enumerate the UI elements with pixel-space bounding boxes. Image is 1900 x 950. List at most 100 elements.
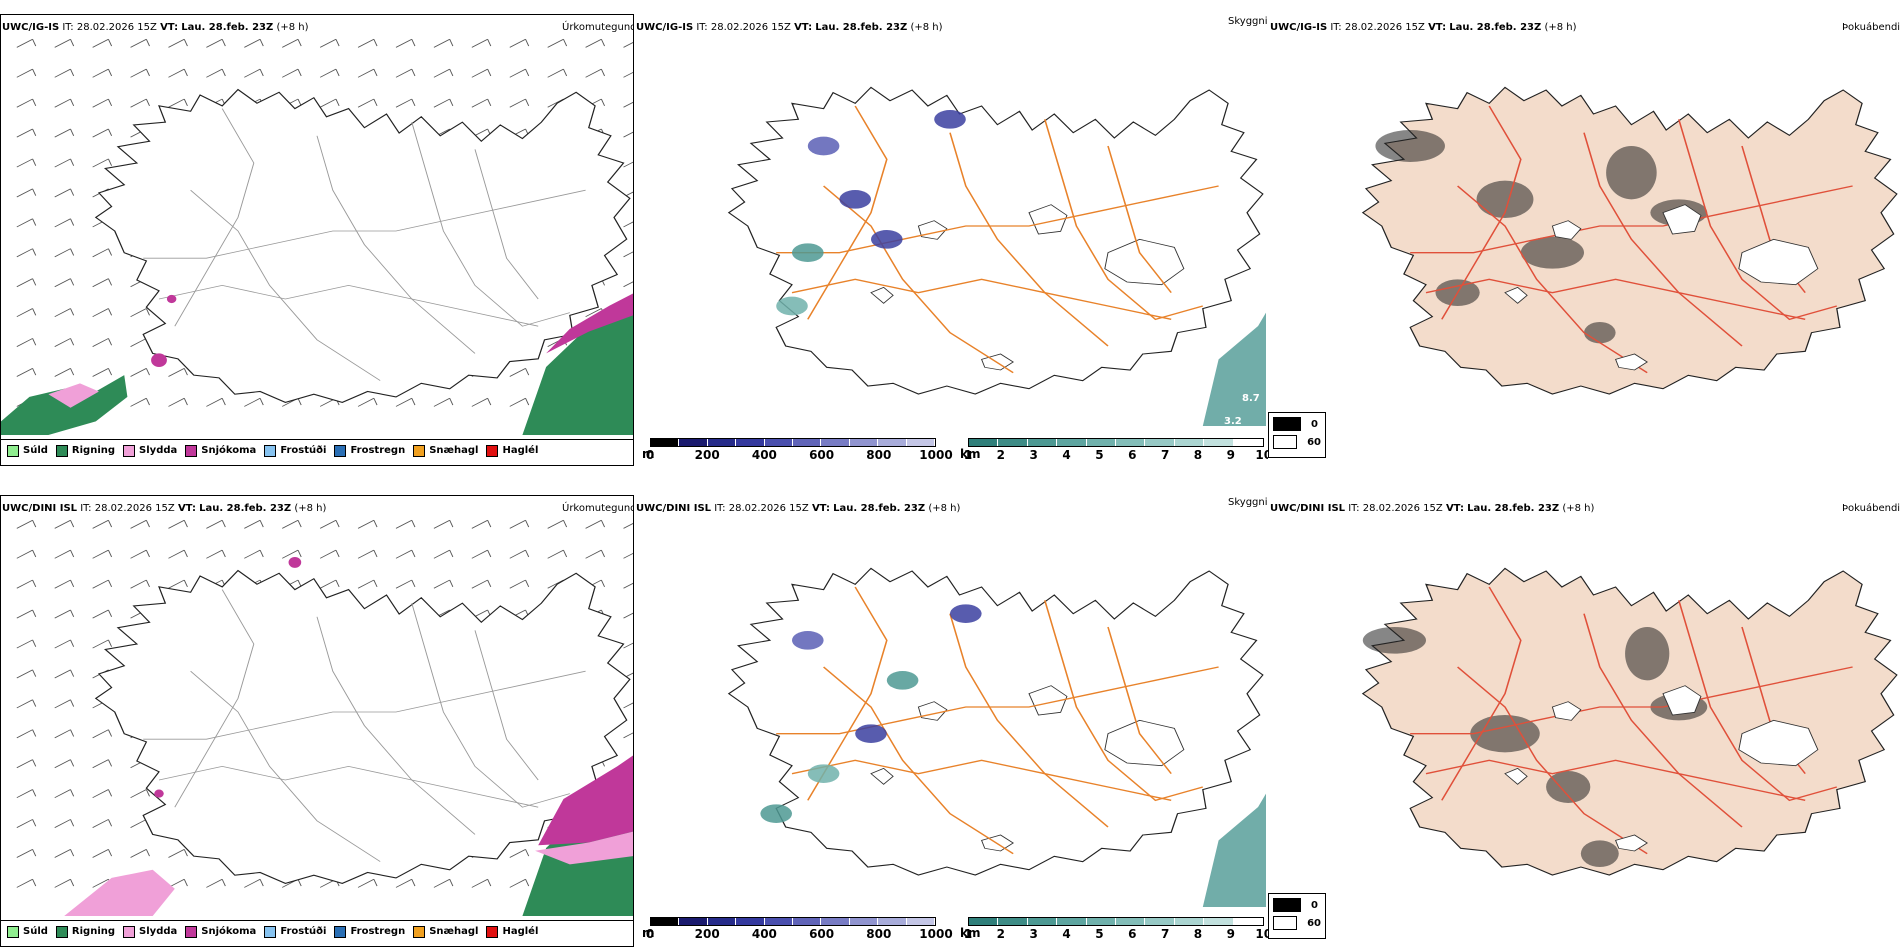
road-line xyxy=(1044,600,1204,802)
wind-barb-icon xyxy=(16,98,37,108)
road-line xyxy=(949,132,1109,347)
wind-barb-icon xyxy=(54,609,75,619)
wind-barb-icon xyxy=(206,397,226,407)
road-line xyxy=(158,284,539,327)
road-line xyxy=(776,185,1219,254)
road-line xyxy=(411,122,570,327)
legend-swatch xyxy=(334,444,347,457)
glacier-outline xyxy=(1028,204,1068,235)
road-line xyxy=(190,670,381,862)
wind-barb-icon xyxy=(16,38,37,48)
wind-barb-icon xyxy=(92,278,113,288)
wind-barb-icon xyxy=(471,549,492,559)
wind-barb-icon xyxy=(92,549,113,559)
colorbar-tick: 4 xyxy=(1062,927,1071,941)
road-line xyxy=(316,135,476,354)
cloud-map xyxy=(727,86,1266,426)
wind-barb-icon xyxy=(509,397,530,407)
iceland-outline xyxy=(1361,86,1898,395)
wind-barb-icon xyxy=(168,38,188,48)
wind-barb-icon xyxy=(16,308,37,318)
wind-barb-icon xyxy=(433,38,454,48)
low-cloud-area xyxy=(950,604,982,623)
wind-barb-icon xyxy=(130,368,150,377)
wind-barb-icon xyxy=(168,519,188,529)
wind-barb-icon xyxy=(16,639,37,649)
legend-swatch xyxy=(123,925,136,938)
wind-barb-icon xyxy=(54,158,75,168)
road-line xyxy=(143,189,586,259)
legend-item: Súld xyxy=(7,925,48,938)
snow-area xyxy=(538,755,633,846)
road-line xyxy=(1441,105,1522,320)
iceland-outline xyxy=(727,567,1264,876)
colorbar-tick: 3 xyxy=(1029,927,1038,941)
visibility-label: 8.7 xyxy=(1242,393,1260,404)
wind-barb-icon xyxy=(547,68,568,78)
wind-barb-icon xyxy=(395,68,416,78)
wind-barb-icon xyxy=(92,789,113,799)
wind-barb-icon xyxy=(130,308,150,318)
road-line xyxy=(1107,626,1172,775)
road-line xyxy=(776,666,1219,735)
colorbar-tick: 10 xyxy=(1255,448,1273,462)
fog-area xyxy=(1476,180,1534,218)
legend-item: Snæhagl xyxy=(413,444,478,457)
low-cloud-area xyxy=(792,631,824,650)
wind-barb-icon xyxy=(130,397,150,407)
fog-legend-swatch xyxy=(1273,916,1298,930)
glacier-outline xyxy=(1028,685,1068,716)
wind-barb-icon xyxy=(54,759,75,769)
legend-item: Slydda xyxy=(123,925,177,938)
wind-barb-icon xyxy=(54,68,75,78)
wind-barb-icon xyxy=(130,519,150,529)
precip-map xyxy=(1,38,633,435)
fog-area xyxy=(1362,627,1426,654)
wind-barb-icon xyxy=(623,221,633,228)
legend-item: Frostúði xyxy=(264,925,326,938)
legend-swatch xyxy=(486,925,499,938)
visibility-label: 3.2 xyxy=(1224,416,1242,427)
colorbar-tick: 6 xyxy=(1128,448,1137,462)
wind-barb-icon xyxy=(357,68,378,78)
iceland-outline xyxy=(94,569,631,884)
glacier-outline xyxy=(1551,701,1582,721)
precip-type-panel: Súld Rigning Slydda Snjókoma Frostúði Frostre… xyxy=(0,14,634,466)
precip-type-legend: Súld Rigning Slydda Snjókoma Frostúði Frostre… xyxy=(1,439,633,461)
colorbar-tick: 200 xyxy=(694,448,720,462)
wind-barb-icon xyxy=(16,729,37,739)
wind-barb-icon xyxy=(547,549,568,559)
legend-item: Frostregn xyxy=(334,925,405,938)
colorbar-tick: 9 xyxy=(1226,927,1236,941)
colorbar-tick: 600 xyxy=(809,448,835,462)
road-line xyxy=(791,278,1172,320)
glacier-outline xyxy=(1615,353,1648,371)
road-line xyxy=(1441,586,1522,801)
glacier-outline xyxy=(1104,719,1185,767)
wind-barb-icon xyxy=(244,38,264,48)
low-cloud-area xyxy=(855,724,887,743)
legend-item: Frostúði xyxy=(264,444,326,457)
wind-barb-icon xyxy=(623,552,633,559)
iceland-outline xyxy=(1361,567,1898,876)
wind-barb-icon xyxy=(54,789,75,799)
sleet-area xyxy=(535,831,633,865)
wind-barb-icon xyxy=(395,98,416,108)
legend-item: Haglél xyxy=(486,444,538,457)
wind-barb-icon xyxy=(16,759,37,769)
wind-barb-icon xyxy=(54,849,75,858)
colorbar-tick: 9 xyxy=(1226,448,1236,462)
low-visibility-area xyxy=(1202,312,1266,426)
wind-barb-icon xyxy=(168,68,188,78)
wind-barb-icon xyxy=(395,549,416,559)
panel-title: UWC/IG-IS IT: 28.02.2026 15Z VT: Lau. 28… xyxy=(1270,22,1577,33)
colorbar-tick: 3 xyxy=(1029,448,1038,462)
wind-barb-icon xyxy=(16,789,37,799)
ceiling-colorbar: 0 200 400 600 800 1000 m xyxy=(642,917,953,941)
rain-area xyxy=(1,375,128,435)
colorbar-tick: 400 xyxy=(751,927,777,941)
sleet-area xyxy=(48,383,99,408)
wind-barb-icon xyxy=(585,549,606,559)
wind-barb-icon xyxy=(168,849,188,858)
wind-barb-icon xyxy=(16,368,37,377)
